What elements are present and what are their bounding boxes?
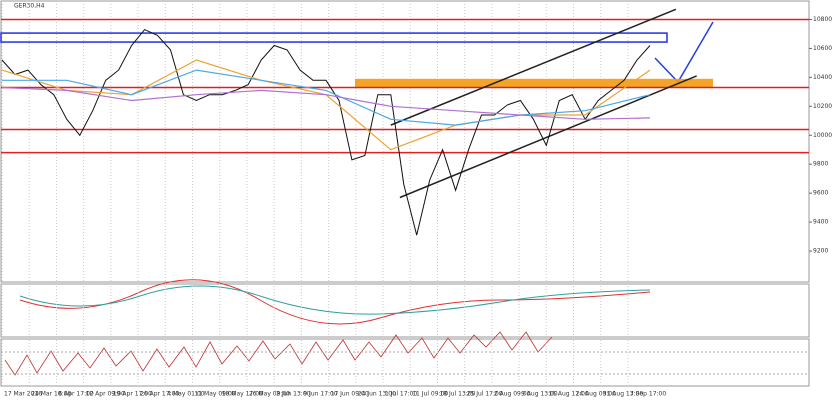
moving-average — [1, 86, 651, 120]
y-tick-label: 9600 — [813, 190, 828, 197]
x-tick-label: 19 Apr 17:00 — [113, 391, 152, 398]
y-tick-label: 10000 — [813, 132, 832, 139]
rsi-panel — [0, 338, 810, 387]
rsi-line — [4, 331, 553, 376]
y-tick-label: 10200 — [813, 103, 832, 110]
y-tick-label: 9800 — [813, 161, 828, 168]
y-tick-label: 9400 — [813, 219, 828, 226]
macd-panel — [0, 283, 810, 338]
x-tick-label: 25 Jul 17:00 — [467, 391, 503, 398]
x-tick-label: 16 Aug 17:00 — [548, 391, 589, 398]
moving-average — [1, 59, 651, 151]
chart-title: GER30,H4 — [14, 3, 45, 10]
x-tick-label: 18 May 17:00 — [222, 391, 263, 398]
box — [0, 32, 668, 43]
x-tick-label: 6 Apr 17:00 — [58, 391, 93, 398]
x-tick-label: 7 Sep 17:00 — [630, 391, 666, 398]
zone — [355, 78, 713, 88]
x-tick-label: 31 Aug 13:00 — [603, 391, 644, 398]
macd-line — [19, 279, 651, 325]
x-tick-label: 2 Aug 09:00 — [494, 391, 531, 398]
x-tick-label: 11 May 09:00 — [195, 391, 236, 398]
x-tick-label: 12 Apr 09:00 — [86, 391, 125, 398]
x-tick-label: 17 Jun 09:00 — [331, 391, 369, 398]
y-tick-label: 10400 — [813, 74, 832, 81]
x-tick-label: 17 Mar 2016 — [4, 391, 42, 398]
x-tick-label: 11 Jul 09:00 — [412, 391, 448, 398]
channel-line — [399, 75, 697, 199]
x-tick-label: 4 May 01:00 — [167, 391, 205, 398]
price-line — [1, 28, 651, 236]
x-tick-label: 24 Jun 13:00 — [358, 391, 396, 398]
y-tick-label: 9200 — [813, 248, 828, 255]
y-tick-label: 10600 — [813, 45, 832, 52]
x-tick-label: 26 Apr 17:00 — [140, 391, 179, 398]
y-tick-label: 10800 — [813, 16, 832, 23]
x-tick-label: 24 Mar 10:00 — [31, 391, 71, 398]
macd-signal — [19, 285, 651, 315]
x-tick-label: 18 Jul 13:00 — [439, 391, 475, 398]
x-tick-label: 2 Jun 13:00 — [276, 391, 310, 398]
channel-line — [390, 8, 677, 126]
x-tick-label: 1 Jul 17:00 — [385, 391, 417, 398]
projection-arrow — [654, 21, 714, 84]
x-tick-label: 26 May 09:00 — [249, 391, 290, 398]
x-tick-label: 24 Aug 09:00 — [576, 391, 617, 398]
moving-average — [2, 69, 651, 126]
x-tick-label: 9 Aug 13:00 — [521, 391, 558, 398]
main-panel — [0, 0, 810, 283]
x-tick-label: 9 Jun 17:00 — [303, 391, 337, 398]
